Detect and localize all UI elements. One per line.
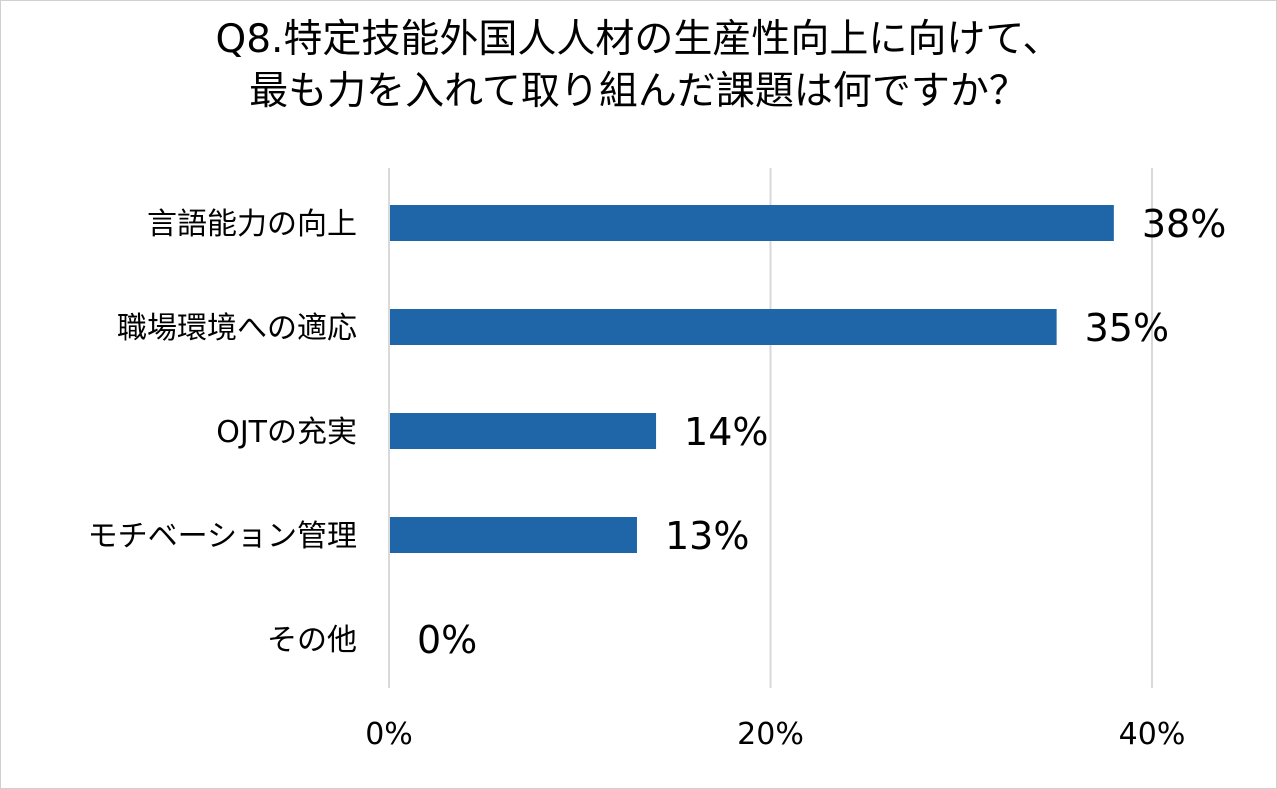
- bar: [390, 413, 657, 449]
- x-tick-label: 40%: [1119, 717, 1186, 752]
- x-tick-label: 0%: [365, 717, 413, 752]
- bars: [390, 205, 1114, 553]
- value-label: 13%: [665, 514, 749, 558]
- value-label: 14%: [684, 410, 768, 454]
- category-label: モチベーション管理: [88, 519, 357, 554]
- bar: [390, 517, 637, 553]
- chart-title-line-1: Q8.特定技能外国人人材の生産性向上に向けて、: [215, 17, 1062, 62]
- chart-title-line-2: 最も力を入れて取り組んだ課題は何ですか？: [249, 69, 1028, 114]
- value-label: 38%: [1142, 202, 1226, 246]
- x-tick-label: 20%: [737, 717, 804, 752]
- category-label: 言語能力の向上: [147, 207, 357, 242]
- gridlines: [388, 168, 1153, 688]
- category-label: 職場環境への適応: [117, 311, 357, 346]
- value-label: 0%: [417, 618, 477, 662]
- category-label: その他: [267, 623, 357, 658]
- value-labels: 38% 35% 14% 13% 0%: [417, 202, 1226, 662]
- chart-title: Q8.特定技能外国人人材の生産性向上に向けて、 最も力を入れて取り組んだ課題は何…: [0, 14, 1277, 118]
- category-label: OJTの充実: [216, 415, 357, 450]
- x-axis-tick-labels: 0% 20% 40%: [365, 717, 1185, 752]
- value-label: 35%: [1085, 306, 1169, 350]
- bar: [390, 205, 1114, 241]
- bar: [390, 309, 1057, 345]
